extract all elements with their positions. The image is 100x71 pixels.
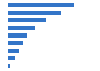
Bar — [8, 26, 35, 30]
Bar — [8, 64, 10, 68]
Bar — [8, 49, 19, 53]
Bar — [8, 3, 74, 7]
Bar — [8, 41, 23, 45]
Bar — [8, 56, 16, 60]
Bar — [8, 11, 61, 15]
Bar — [8, 18, 46, 22]
Bar — [8, 33, 27, 38]
